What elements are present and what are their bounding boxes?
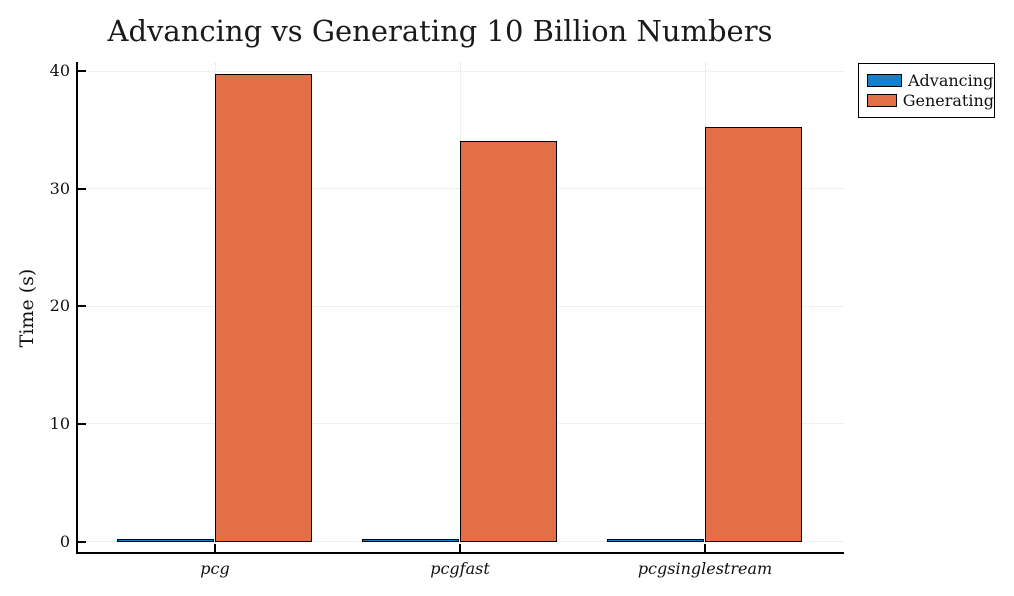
bar-advancing-pcg	[117, 538, 214, 542]
legend-box: Advancing Generating	[858, 63, 995, 118]
y-tick-20	[77, 305, 86, 308]
bar-generating-pcgfast	[460, 141, 557, 542]
bar-generating-pcg	[215, 74, 312, 542]
generating-swatch-icon	[867, 94, 897, 107]
legend-entry-advancing: Advancing	[867, 70, 994, 90]
advancing-swatch-icon	[867, 74, 902, 87]
legend-label-advancing: Advancing	[908, 70, 994, 90]
x-tick-pcgsinglestream	[704, 544, 706, 553]
x-tick-label-pcgfast: pcgfast	[430, 559, 490, 578]
chart-title: Advancing vs Generating 10 Billion Numbe…	[107, 14, 773, 48]
legend-entry-generating: Generating	[867, 90, 994, 110]
y-tick-label-40: 40	[49, 61, 70, 80]
x-tick-label-pcgsinglestream: pcgsinglestream	[637, 559, 773, 578]
x-tick-pcgfast	[459, 544, 461, 553]
legend-label-generating: Generating	[902, 90, 994, 110]
bar-advancing-pcgfast	[362, 538, 459, 542]
y-tick-label-10: 10	[49, 413, 70, 433]
y-tick-30	[77, 187, 86, 190]
x-tick-label-pcg: pcg	[200, 559, 230, 578]
y-tick-0	[77, 540, 86, 543]
y-tick-label-0: 0	[59, 531, 70, 551]
y-tick-label-20: 20	[49, 296, 70, 316]
y-axis-spine	[75, 62, 78, 553]
x-tick-pcg	[214, 544, 216, 553]
bar-generating-pcgsinglestream	[705, 127, 802, 542]
y-tick-label-30: 30	[49, 178, 70, 198]
y-tick-10	[77, 422, 86, 425]
y-tick-40	[77, 70, 86, 72]
bar-advancing-pcgsinglestream	[607, 538, 704, 542]
